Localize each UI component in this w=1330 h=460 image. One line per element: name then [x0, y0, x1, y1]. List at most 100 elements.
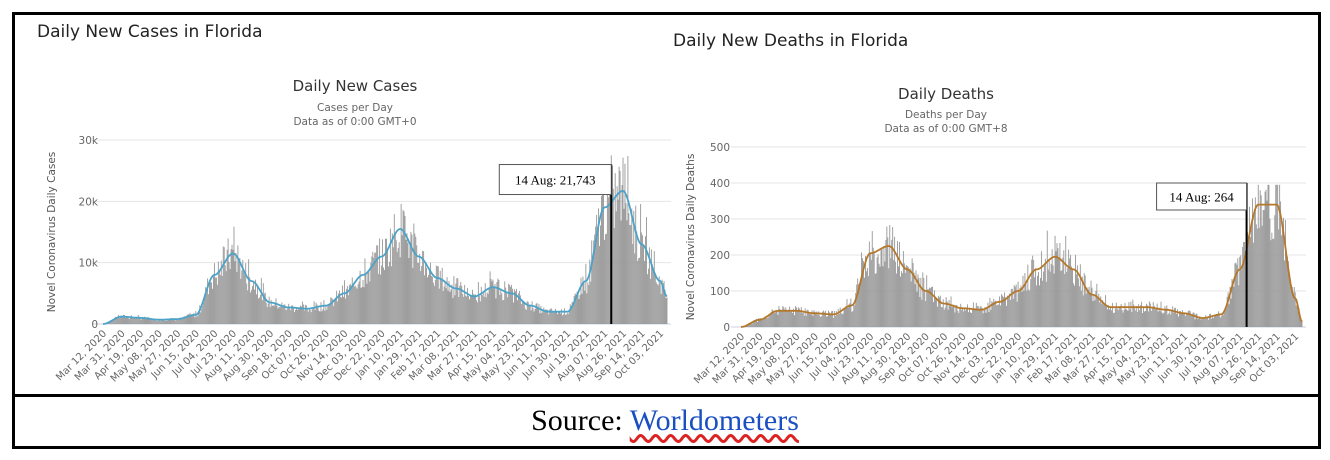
- daily-bar: [343, 296, 344, 324]
- worldometers-link[interactable]: Worldometers: [629, 404, 799, 437]
- daily-bar: [996, 305, 998, 327]
- daily-bar: [913, 272, 915, 327]
- daily-bar: [962, 307, 964, 327]
- daily-bar: [1228, 304, 1230, 327]
- daily-bar: [1244, 241, 1246, 327]
- daily-bar: [1163, 312, 1165, 327]
- daily-bar: [578, 299, 580, 324]
- daily-bar: [997, 304, 999, 327]
- daily-bar: [175, 319, 177, 324]
- daily-bar: [318, 310, 320, 324]
- daily-bar: [463, 296, 465, 324]
- daily-bar: [646, 217, 647, 324]
- daily-bar: [467, 287, 469, 324]
- daily-bar: [755, 319, 757, 327]
- daily-bar: [893, 260, 895, 327]
- daily-bar: [1175, 307, 1177, 327]
- y-tick-label: 500: [710, 142, 730, 154]
- daily-bar: [555, 308, 557, 324]
- daily-bar: [856, 284, 858, 327]
- daily-bar: [134, 318, 136, 324]
- daily-bar: [268, 296, 270, 324]
- daily-bar: [335, 297, 337, 324]
- daily-bar: [504, 281, 506, 324]
- daily-bar: [287, 308, 289, 324]
- daily-bar: [986, 308, 988, 327]
- daily-bar: [451, 284, 453, 324]
- daily-bar: [304, 304, 306, 324]
- daily-bar: [418, 263, 420, 324]
- daily-bar: [261, 300, 263, 324]
- daily-bar: [509, 284, 511, 324]
- y-tick-label: 100: [710, 286, 730, 298]
- daily-bar: [136, 318, 138, 324]
- daily-bar: [1284, 260, 1285, 327]
- daily-bar: [397, 247, 399, 324]
- daily-bar: [608, 193, 610, 324]
- daily-bar: [497, 278, 499, 324]
- daily-bar: [247, 290, 249, 324]
- daily-bar: [384, 269, 385, 324]
- daily-bar: [1053, 273, 1055, 327]
- daily-bar: [1030, 279, 1032, 327]
- daily-bar: [839, 307, 841, 327]
- daily-bar: [1285, 254, 1287, 327]
- daily-bar: [961, 309, 963, 327]
- daily-bar: [1080, 290, 1082, 327]
- daily-bar: [1069, 258, 1071, 327]
- daily-bar: [632, 243, 634, 324]
- daily-bar: [200, 312, 202, 324]
- daily-bar: [1083, 273, 1085, 327]
- daily-bar: [494, 283, 496, 324]
- daily-bar: [615, 211, 617, 324]
- daily-bar: [1150, 310, 1152, 327]
- daily-bar: [1148, 301, 1150, 327]
- daily-bar: [401, 235, 403, 324]
- daily-bar: [1264, 191, 1266, 327]
- daily-bar: [410, 231, 412, 324]
- daily-bar: [832, 317, 834, 327]
- daily-bar: [1075, 254, 1076, 327]
- annotation-box: [1156, 182, 1248, 211]
- daily-bar: [1124, 303, 1126, 327]
- daily-bar: [1185, 313, 1187, 327]
- daily-bar: [1237, 258, 1239, 327]
- daily-bar: [1181, 310, 1183, 327]
- daily-bar: [872, 247, 874, 327]
- daily-bar: [1155, 308, 1157, 327]
- daily-bar: [321, 311, 323, 324]
- daily-bar: [645, 236, 646, 324]
- daily-bar: [329, 303, 331, 324]
- daily-bar: [1136, 306, 1138, 327]
- daily-bar: [854, 305, 856, 327]
- daily-bar: [870, 259, 872, 327]
- source-label: Source:: [531, 404, 623, 437]
- daily-bar: [545, 309, 547, 324]
- daily-bar: [1262, 210, 1264, 327]
- daily-bar: [795, 307, 797, 327]
- daily-bar: [406, 233, 408, 324]
- daily-bar: [774, 312, 776, 327]
- daily-bar: [571, 301, 573, 324]
- daily-bar: [1214, 316, 1215, 327]
- daily-bar: [665, 298, 667, 324]
- daily-bar: [1288, 275, 1290, 327]
- daily-bar: [942, 299, 944, 327]
- daily-bar: [974, 308, 976, 327]
- daily-bar: [215, 277, 217, 324]
- daily-bar: [639, 257, 641, 324]
- daily-bar: [474, 294, 476, 324]
- daily-bar: [326, 309, 328, 324]
- daily-bar: [171, 318, 173, 324]
- daily-bar: [885, 239, 887, 327]
- daily-bar: [758, 318, 759, 327]
- daily-bar: [189, 312, 191, 324]
- daily-bar: [978, 309, 980, 327]
- daily-bar: [756, 318, 758, 327]
- daily-bar: [505, 287, 507, 324]
- daily-bar: [1159, 311, 1161, 327]
- daily-bar: [529, 304, 531, 324]
- daily-bar: [1056, 243, 1058, 327]
- daily-bar: [151, 319, 153, 324]
- daily-bar: [258, 297, 260, 324]
